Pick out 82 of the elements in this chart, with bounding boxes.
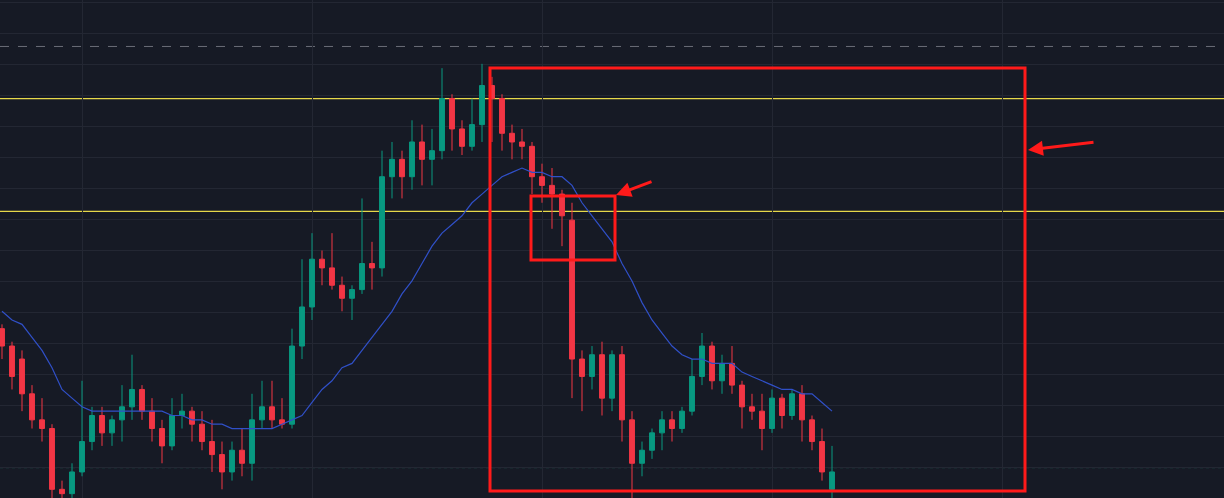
candlestick <box>599 341 605 417</box>
candlestick <box>809 415 815 451</box>
candlestick <box>399 150 405 199</box>
candlestick <box>619 345 625 443</box>
candlestick <box>429 128 435 186</box>
candlestick <box>819 428 825 482</box>
candlestick <box>229 441 235 482</box>
candlestick <box>709 341 715 390</box>
candlestick <box>219 441 225 490</box>
candlestick <box>689 358 695 417</box>
candlestick <box>719 354 725 395</box>
candlestick <box>269 380 275 430</box>
candlestick <box>439 67 445 160</box>
candlestick <box>299 258 305 360</box>
candlestick <box>109 415 115 447</box>
candlestick <box>419 124 425 186</box>
candlestick <box>589 345 595 390</box>
candlestick <box>629 410 635 498</box>
candlestick <box>79 380 85 477</box>
candlestick <box>99 406 105 447</box>
candlestick <box>729 345 735 395</box>
candlestick <box>759 393 765 451</box>
candlestick <box>369 241 375 291</box>
candlestick <box>449 93 455 152</box>
candlestick <box>209 419 215 473</box>
candlestick <box>119 384 125 443</box>
candlestick <box>139 384 145 421</box>
candlestick <box>609 349 615 412</box>
candlestick <box>159 419 165 464</box>
candlestick <box>49 423 55 498</box>
candlestick <box>749 393 755 421</box>
candlestick <box>349 284 355 321</box>
candlestick <box>59 480 65 498</box>
candlestick <box>549 167 555 230</box>
candlestick <box>799 384 805 443</box>
candlestick <box>739 380 745 430</box>
candlestick <box>699 332 705 386</box>
candlestick <box>289 328 295 430</box>
candlestick <box>129 354 135 421</box>
candlestick <box>179 393 185 430</box>
candlestick <box>769 388 775 434</box>
candlestick <box>279 397 285 430</box>
candlestick <box>509 124 515 160</box>
candlestick <box>149 397 155 443</box>
candlestick <box>239 428 245 477</box>
candlestick <box>539 163 545 204</box>
candlestick <box>789 388 795 421</box>
candlestick <box>529 141 535 195</box>
candlestick <box>39 397 45 443</box>
candlestick <box>249 393 255 482</box>
candlestick <box>89 406 95 451</box>
candlestick <box>659 410 665 451</box>
candlestick <box>309 232 315 321</box>
candlestick <box>69 462 75 498</box>
candlestick <box>639 441 645 477</box>
candlestick <box>319 250 325 286</box>
candlestick <box>0 323 5 360</box>
candlestick <box>29 384 35 430</box>
candlestick <box>669 410 675 443</box>
candlestick <box>469 98 475 152</box>
candlestick <box>9 341 15 390</box>
candlestick <box>169 397 175 451</box>
candlestick <box>459 119 465 156</box>
candlestick <box>829 445 835 498</box>
candlestick <box>359 197 365 295</box>
candlestick <box>409 119 415 191</box>
candlestick <box>679 406 685 434</box>
candlestick <box>329 232 335 291</box>
candlestick <box>379 150 385 278</box>
candlestick <box>479 63 485 143</box>
candlestick <box>649 428 655 460</box>
candlestick <box>559 189 565 247</box>
candlestick <box>339 276 345 312</box>
candlestick <box>519 128 525 160</box>
candlestick <box>389 141 395 199</box>
candlestick <box>259 380 265 430</box>
candlestick <box>199 410 205 451</box>
candlestick <box>499 93 505 152</box>
candlestick <box>779 393 785 430</box>
candlestick <box>569 202 575 399</box>
candlestick <box>579 349 585 412</box>
candlestick <box>19 349 25 412</box>
